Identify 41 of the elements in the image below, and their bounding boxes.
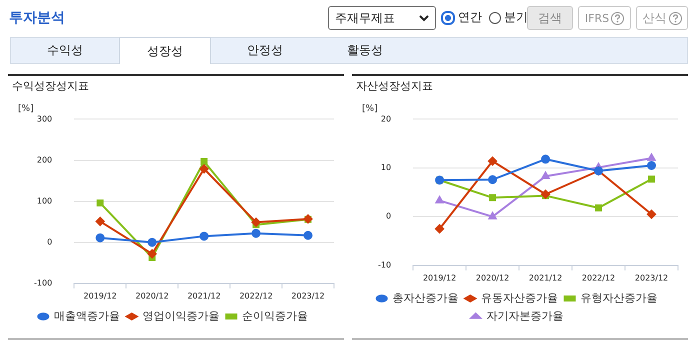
x-tick-label: 2019/12 [422, 273, 456, 282]
y-tick-label: 200 [36, 155, 52, 164]
x-tick-label: 2022/12 [582, 273, 616, 282]
legend-label: 유동자산증가율 [480, 291, 558, 304]
legend-label: 자기자본증가율 [486, 309, 564, 322]
chart-title: 수익성장성지표 [12, 79, 89, 92]
chart-title: 자산성장성지표 [356, 79, 433, 92]
text: 산식 [636, 6, 688, 30]
x-tick-label: 2020/12 [135, 291, 169, 300]
text: 성장성 [119, 37, 211, 64]
x-tick-label: 2022/12 [239, 291, 273, 300]
y-axis-title: [%] [18, 104, 34, 114]
y-axis-title: [%] [362, 104, 378, 114]
x-tick-label: 2023/12 [291, 291, 325, 300]
y-tick-label: 0 [47, 237, 52, 246]
x-tick-label: 2021/12 [528, 273, 562, 282]
y-tick-label: 100 [36, 196, 52, 206]
y-tick-label: 300 [36, 114, 52, 124]
legend-label: 유형자산증가율 [580, 291, 658, 304]
text: 주재무제표 [335, 10, 395, 26]
y-tick-label: -10 [378, 260, 392, 270]
y-tick-label: 20 [380, 114, 392, 124]
text: 수익성 [46, 42, 84, 59]
legend-label: 총자산증가율 [392, 291, 458, 304]
x-tick-label: 2021/12 [187, 291, 221, 300]
text: 투자분석 [9, 9, 65, 27]
x-tick-label: 2020/12 [476, 273, 510, 282]
text: 안정성 [246, 42, 284, 59]
text: 활동성 [346, 42, 384, 59]
y-tick-label: 10 [380, 163, 392, 172]
legend-label: 매출액증가율 [54, 309, 120, 322]
text: IFRS [578, 6, 631, 30]
text: 연간 [458, 9, 482, 26]
y-tick-label: -100 [34, 278, 52, 288]
x-tick-label: 2019/12 [84, 291, 117, 300]
legend-label: 순이익증가율 [242, 309, 308, 322]
x-tick-label: 2023/12 [634, 273, 668, 282]
text: 분기 [504, 9, 528, 26]
text: 검색 [527, 6, 573, 30]
y-tick-label: 0 [386, 212, 392, 221]
legend-label: 영업이익증가율 [142, 309, 220, 322]
